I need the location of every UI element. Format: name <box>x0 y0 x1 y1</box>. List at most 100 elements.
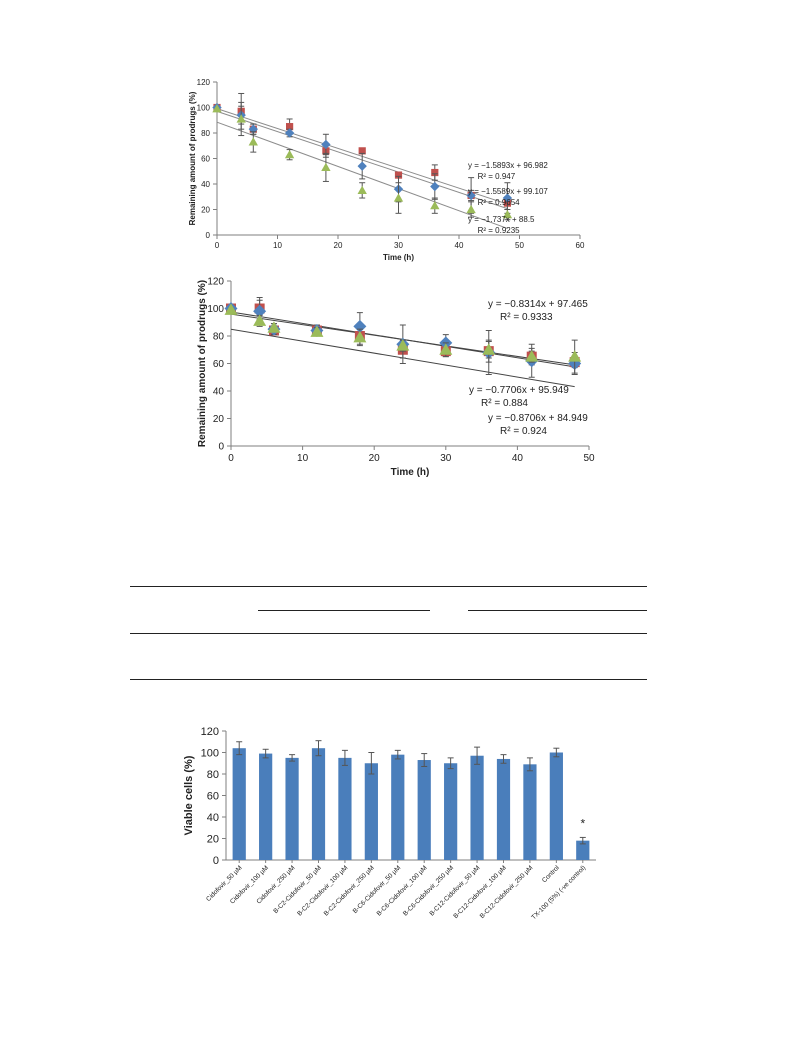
data-point-triangle <box>310 325 324 337</box>
equation-label-0-equation: y = −0.8314x + 97.465 <box>488 299 588 310</box>
x-tick-label: 30 <box>394 241 403 250</box>
data-point-triangle <box>439 343 453 355</box>
data-point-triangle <box>267 321 281 333</box>
x-tick-label: 0 <box>215 241 220 250</box>
bar <box>549 752 563 860</box>
x-tick-label: B-C2-Cidofovir_250 µM <box>323 864 376 917</box>
y-tick-label: 60 <box>201 154 210 163</box>
data-point-square <box>286 123 294 131</box>
y-axis-title: Viable cells (%) <box>183 755 195 835</box>
table-rule-middle <box>130 633 647 634</box>
equation-label-1: y = −1.5589x + 99.107 R² = 0.9654 <box>468 187 548 207</box>
y-tick-label: 40 <box>201 180 210 189</box>
y-tick-label: 100 <box>201 748 219 760</box>
x-tick-label: Control <box>541 864 561 884</box>
y-tick-label: 60 <box>207 791 219 803</box>
y-tick-label: 40 <box>207 812 219 824</box>
x-tick-label: B-C12-Cidofovir_50 µM <box>428 864 481 917</box>
y-tick-label: 20 <box>213 414 225 425</box>
y-tick-label: 0 <box>206 231 211 240</box>
degradation-chart-bottom: 0 20 40 60 80 100 120 0 10 20 30 40 50 Time (h) Remain… <box>0 270 792 495</box>
bar <box>285 757 299 860</box>
y-tick-label: 40 <box>213 387 225 398</box>
data-point-triangle <box>502 209 513 219</box>
x-tick-label: 40 <box>512 453 524 464</box>
data-point-triangle <box>321 162 331 172</box>
data-point-triangle <box>236 114 246 123</box>
data-point-diamond <box>357 161 367 171</box>
bar <box>311 748 326 860</box>
table-rule-top <box>130 586 647 587</box>
y-tick-label: 120 <box>197 78 211 87</box>
y-tick-label: 80 <box>213 332 225 343</box>
data-point-triangle <box>248 137 258 146</box>
equation-label-0-equation: y = −1.5893x + 96.982 <box>468 161 548 170</box>
data-point-diamond <box>253 304 267 318</box>
x-tick-label: 10 <box>297 453 309 464</box>
bar <box>259 753 273 860</box>
data-point-triangle <box>284 149 295 159</box>
y-tick-label: 120 <box>207 277 224 288</box>
data-point-square <box>358 147 366 155</box>
y-axis-title: Remaining amount of prodrugs (%) <box>188 91 197 225</box>
bar <box>444 763 458 860</box>
bar <box>364 763 378 860</box>
x-tick-label: B-C6-Cidofovir_100 µM <box>376 864 429 917</box>
x-axis-title: Time (h) <box>383 253 414 262</box>
significance-marker: * <box>580 816 585 830</box>
equation-label-1-equation: y = −0.7706x + 95.949 <box>469 385 569 396</box>
equation-label-0: y = −0.8314x + 97.465 R² = 0.9333 <box>488 299 588 323</box>
x-tick-label: 20 <box>334 241 343 250</box>
y-tick-label: 100 <box>207 304 224 315</box>
x-tick-label: TX-100 (5%) (-ve control) <box>530 864 587 921</box>
x-tick-label: 60 <box>576 241 585 250</box>
equation-label-0-r2: R² = 0.9333 <box>500 312 553 323</box>
bar <box>470 755 484 860</box>
data-point-triangle <box>430 200 440 210</box>
x-tick-label: B-C6-Cidofovir_50 µM <box>352 864 403 915</box>
data-point-diamond <box>248 124 258 134</box>
data-point-diamond <box>430 181 440 192</box>
bar <box>232 748 246 860</box>
data-point-diamond <box>353 319 367 333</box>
x-tick-label: 0 <box>228 453 234 464</box>
x-tick-label: B-C12-Cidofovir_100 µM <box>452 864 508 920</box>
y-tick-label: 80 <box>207 769 219 781</box>
degradation-chart-top: 0 20 40 60 80 100 120 0 10 20 30 40 50 60 Time (h) Rema… <box>0 70 792 270</box>
equation-label-2-r2: R² = 0.924 <box>500 426 547 437</box>
data-point-square <box>394 171 403 179</box>
data-point-triangle <box>525 350 539 362</box>
x-tick-label: 50 <box>583 453 595 464</box>
data-point-square <box>431 168 439 177</box>
x-tick-label: 10 <box>273 241 282 250</box>
data-point-diamond <box>284 128 295 138</box>
bar <box>576 840 590 860</box>
y-axis-title: Remaining amount of prodrugs (%) <box>197 280 208 447</box>
equation-label-1: y = −0.7706x + 95.949 R² = 0.884 <box>469 385 569 409</box>
table-rule-group-2 <box>468 610 647 611</box>
equation-label-1-r2: R² = 0.9654 <box>478 198 521 207</box>
data-point-triangle <box>357 185 367 194</box>
x-axis-title: Time (h) <box>391 467 430 478</box>
x-tick-label: 20 <box>369 453 381 464</box>
data-point-triangle <box>396 339 410 351</box>
table-rule-group-1 <box>258 610 430 611</box>
y-tick-label: 20 <box>207 834 219 846</box>
equation-label-2-equation: y = −1.737x + 88.5 <box>468 215 535 224</box>
x-tick-label: 30 <box>440 453 452 464</box>
data-point-diamond <box>502 193 513 203</box>
bar <box>523 764 537 860</box>
equation-label-2-equation: y = −0.8706x + 84.949 <box>488 413 588 424</box>
data-point-diamond <box>321 139 331 150</box>
bar <box>338 757 352 860</box>
bar <box>496 758 511 860</box>
chart-1-svg: 0 20 40 60 80 100 120 0 10 20 30 40 50 Time (h) Remain… <box>197 277 595 479</box>
y-tick-label: 20 <box>201 205 210 214</box>
viability-bar-chart: 0 20 40 60 80 100 120 Viable cells (%) Cidofovir… <box>0 715 792 960</box>
x-tick-label: B-C6-Cidofovir_250 µM <box>402 864 455 917</box>
data-point-triangle <box>253 314 267 326</box>
data-point-diamond <box>466 190 476 201</box>
equation-label-1-r2: R² = 0.884 <box>481 398 528 409</box>
chart-0-svg: 0 20 40 60 80 100 120 0 10 20 30 40 50 60 Time (h) Rema… <box>188 78 585 262</box>
equation-label-0: y = −1.5893x + 96.982 R² = 0.947 <box>468 161 548 181</box>
